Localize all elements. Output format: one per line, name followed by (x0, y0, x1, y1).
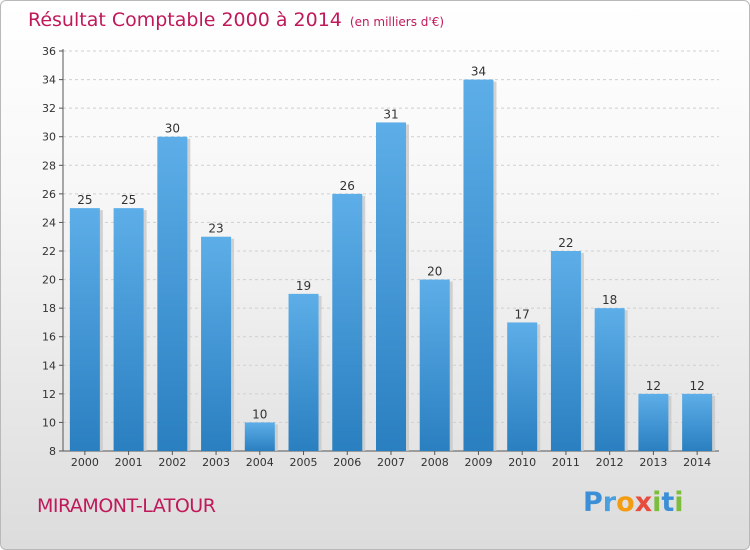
data-label: 12 (689, 379, 704, 393)
data-label: 25 (121, 193, 136, 207)
y-tick-label: 30 (42, 131, 56, 144)
data-label: 12 (646, 379, 661, 393)
y-tick-label: 36 (42, 45, 56, 58)
y-tick-label: 24 (42, 216, 56, 229)
logo-letter: x (634, 487, 653, 518)
logo-letter: t (661, 487, 675, 518)
data-label: 23 (208, 222, 223, 236)
bar (550, 251, 581, 451)
data-label: 20 (427, 265, 442, 279)
bar (507, 322, 538, 451)
data-label: 25 (77, 193, 92, 207)
proxiti-logo: Proxiti (583, 487, 684, 518)
data-label: 30 (165, 122, 180, 136)
data-label: 34 (471, 65, 486, 79)
place-name: MIRAMONT-LATOUR (37, 495, 216, 517)
bar (244, 422, 275, 451)
bar (157, 136, 188, 451)
x-tick-label: 2010 (508, 456, 536, 469)
x-tick-label: 2000 (71, 456, 99, 469)
x-tick-label: 2013 (639, 456, 667, 469)
data-label: 10 (252, 407, 267, 421)
y-tick-label: 20 (42, 274, 56, 287)
logo-letter: o (616, 487, 635, 518)
bar (419, 279, 450, 451)
bar (113, 208, 144, 451)
y-tick-label: 28 (42, 159, 56, 172)
x-tick-label: 2003 (202, 456, 230, 469)
data-label: 17 (515, 307, 530, 321)
chart-title-text: Résultat Comptable 2000 à 2014 (28, 9, 342, 31)
y-tick-label: 34 (42, 74, 56, 87)
y-tick-label: 22 (42, 245, 56, 258)
bars (69, 79, 716, 452)
y-tick-label: 26 (42, 188, 56, 201)
labels: 25 2000 25 2001 30 2002 23 2003 10 2004 19 2005 26 20… (71, 65, 711, 469)
logo-letter: i (652, 487, 662, 518)
y-tick-label: 16 (42, 331, 56, 344)
x-tick-label: 2001 (115, 456, 143, 469)
y-tick-label: 14 (42, 359, 56, 372)
logo-letter: r (602, 487, 617, 518)
x-tick-label: 2008 (421, 456, 449, 469)
bar (332, 193, 363, 451)
bar (201, 236, 232, 451)
y-tick-label: 8 (49, 445, 56, 458)
y-tick-label: 32 (42, 102, 56, 115)
x-tick-label: 2014 (683, 456, 711, 469)
logo-letter: i (674, 487, 684, 518)
x-tick-label: 2012 (596, 456, 624, 469)
chart-subtitle: (en milliers d'€) (349, 15, 445, 29)
y-tick-label: 18 (42, 302, 56, 315)
y-tick-label: 10 (42, 416, 56, 429)
data-label: 19 (296, 279, 311, 293)
y-tick-label: 12 (42, 388, 56, 401)
logo-letter: P (583, 487, 603, 518)
bar (594, 308, 625, 451)
chart-title: Résultat Comptable 2000 à 2014 (en millie… (28, 9, 444, 31)
bar (69, 208, 100, 451)
data-label: 31 (383, 107, 398, 121)
bar (288, 293, 319, 451)
x-tick-label: 2007 (377, 456, 405, 469)
bar (682, 393, 713, 451)
bar (463, 79, 494, 452)
x-tick-label: 2005 (290, 456, 318, 469)
x-tick-label: 2011 (552, 456, 580, 469)
data-label: 22 (558, 236, 573, 250)
x-tick-label: 2006 (333, 456, 361, 469)
x-tick-label: 2002 (158, 456, 186, 469)
data-label: 18 (602, 293, 617, 307)
data-label: 26 (340, 179, 355, 193)
x-tick-label: 2004 (246, 456, 274, 469)
bar (638, 393, 669, 451)
x-tick-label: 2009 (464, 456, 492, 469)
bar (376, 122, 406, 451)
